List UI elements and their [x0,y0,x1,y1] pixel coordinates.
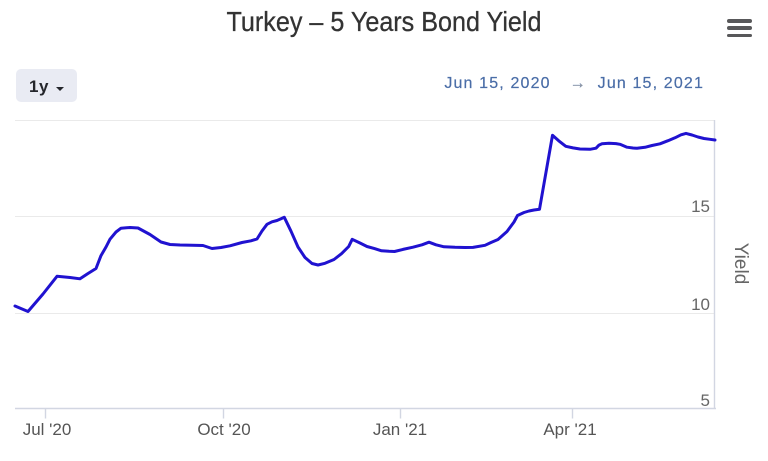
svg-text:Apr '21: Apr '21 [543,420,596,439]
svg-text:15: 15 [691,197,710,216]
svg-text:Oct '20: Oct '20 [197,420,250,439]
svg-text:5: 5 [701,391,710,410]
svg-text:10: 10 [691,295,710,314]
svg-text:Jul '20: Jul '20 [23,420,72,439]
svg-text:Yield: Yield [730,243,751,285]
svg-text:Jan '21: Jan '21 [373,420,427,439]
